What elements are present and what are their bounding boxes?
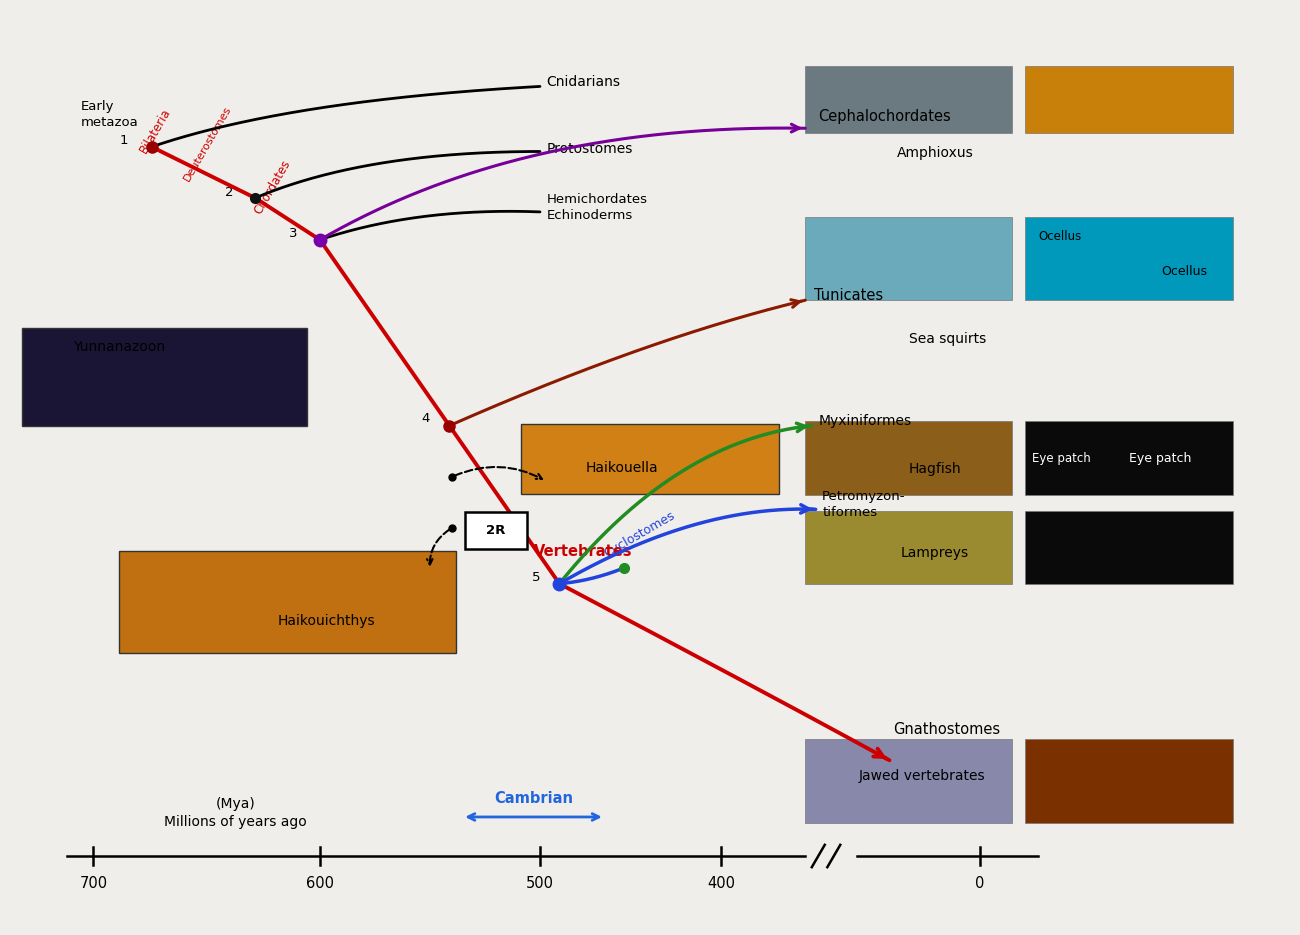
Text: Cnidarians: Cnidarians: [546, 75, 620, 89]
FancyBboxPatch shape: [805, 511, 1013, 583]
Text: 2: 2: [225, 186, 233, 199]
Text: Eye patch: Eye patch: [1032, 452, 1091, 465]
Text: Deuterostomes: Deuterostomes: [182, 105, 233, 183]
Text: Jawed vertebrates: Jawed vertebrates: [858, 770, 985, 784]
FancyBboxPatch shape: [1026, 217, 1232, 300]
Text: Myxiniformes: Myxiniformes: [818, 414, 911, 428]
Text: Cyclostomes: Cyclostomes: [602, 509, 677, 560]
Text: Tunicates: Tunicates: [814, 288, 884, 303]
Text: (Mya)
Millions of years ago: (Mya) Millions of years ago: [164, 797, 307, 829]
FancyBboxPatch shape: [1026, 511, 1232, 583]
Text: Vertebrates: Vertebrates: [533, 543, 632, 558]
FancyBboxPatch shape: [805, 66, 1013, 133]
Text: Hagfish: Hagfish: [909, 463, 961, 476]
FancyBboxPatch shape: [120, 551, 456, 654]
Text: Protostomes: Protostomes: [546, 142, 633, 156]
Text: 5: 5: [532, 570, 539, 583]
FancyBboxPatch shape: [22, 328, 307, 425]
Text: 700: 700: [79, 876, 108, 891]
Text: Ocellus: Ocellus: [1161, 265, 1208, 278]
Text: 0: 0: [975, 876, 985, 891]
Text: 1: 1: [120, 134, 129, 147]
Text: Lampreys: Lampreys: [901, 546, 968, 560]
Text: Hemichordates
Echinoderms: Hemichordates Echinoderms: [546, 193, 647, 222]
Text: 400: 400: [707, 876, 736, 891]
Text: Haikouichthys: Haikouichthys: [278, 614, 376, 628]
Text: Cambrian: Cambrian: [494, 791, 573, 806]
Text: Amphioxus: Amphioxus: [897, 147, 974, 160]
Text: 600: 600: [306, 876, 334, 891]
Text: Chordates: Chordates: [251, 158, 292, 217]
Text: Sea squirts: Sea squirts: [909, 332, 987, 346]
FancyBboxPatch shape: [805, 421, 1013, 496]
Text: Eye patch: Eye patch: [1128, 452, 1191, 465]
Text: Yunnanazoon: Yunnanazoon: [73, 339, 165, 353]
FancyBboxPatch shape: [465, 512, 526, 549]
FancyBboxPatch shape: [1026, 739, 1232, 823]
Text: Ocellus: Ocellus: [1039, 231, 1082, 243]
Text: Bilateria: Bilateria: [138, 106, 174, 155]
Text: Petromyzon-
tiformes: Petromyzon- tiformes: [822, 490, 906, 519]
Text: Early
metazoa: Early metazoa: [81, 100, 138, 129]
FancyBboxPatch shape: [1026, 421, 1232, 496]
Text: Haikouella: Haikouella: [585, 461, 658, 474]
FancyBboxPatch shape: [805, 739, 1013, 823]
Text: Cephalochordates: Cephalochordates: [818, 108, 952, 123]
FancyBboxPatch shape: [520, 424, 780, 494]
Text: 500: 500: [526, 876, 554, 891]
FancyBboxPatch shape: [805, 217, 1013, 300]
Text: 3: 3: [290, 227, 298, 239]
Text: 4: 4: [421, 411, 430, 424]
FancyBboxPatch shape: [1026, 66, 1232, 133]
Text: Gnathostomes: Gnathostomes: [893, 722, 1001, 737]
Text: 2R: 2R: [486, 525, 506, 538]
